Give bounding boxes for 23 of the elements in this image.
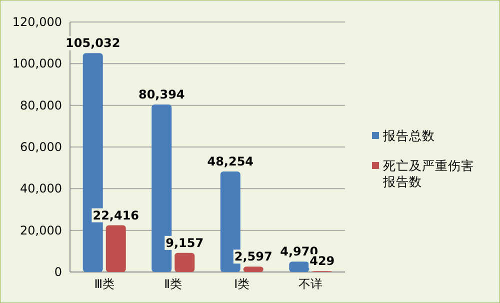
y-tick-label: 40,000 xyxy=(20,182,62,196)
data-label: 48,254 xyxy=(207,154,254,168)
bar xyxy=(106,225,126,272)
data-label: 80,394 xyxy=(138,88,185,102)
x-tick-label: Ⅱ类 xyxy=(164,277,182,291)
x-tick-label: 不详 xyxy=(298,277,323,291)
x-tick-label: Ⅲ类 xyxy=(94,277,115,291)
y-tick-label: 20,000 xyxy=(20,223,62,238)
data-label: 2,597 xyxy=(234,250,272,264)
y-tick-label: 80,000 xyxy=(20,98,62,112)
y-tick-label: 120,000 xyxy=(12,15,62,29)
data-label: 429 xyxy=(310,254,335,268)
data-label: 105,032 xyxy=(66,36,120,50)
y-tick-label: 60,000 xyxy=(20,140,62,154)
legend-label: 死亡及严重伤害报告数 xyxy=(382,158,474,189)
y-tick-label: 100,000 xyxy=(12,56,62,71)
data-label: 22,416 xyxy=(92,208,140,222)
legend-label: 报告总数 xyxy=(382,128,435,143)
bar xyxy=(174,252,195,272)
data-label: 9,157 xyxy=(166,236,204,250)
bar xyxy=(243,266,264,272)
y-tick-label: 0 xyxy=(54,265,62,279)
x-tick-label: Ⅰ类 xyxy=(234,277,250,291)
